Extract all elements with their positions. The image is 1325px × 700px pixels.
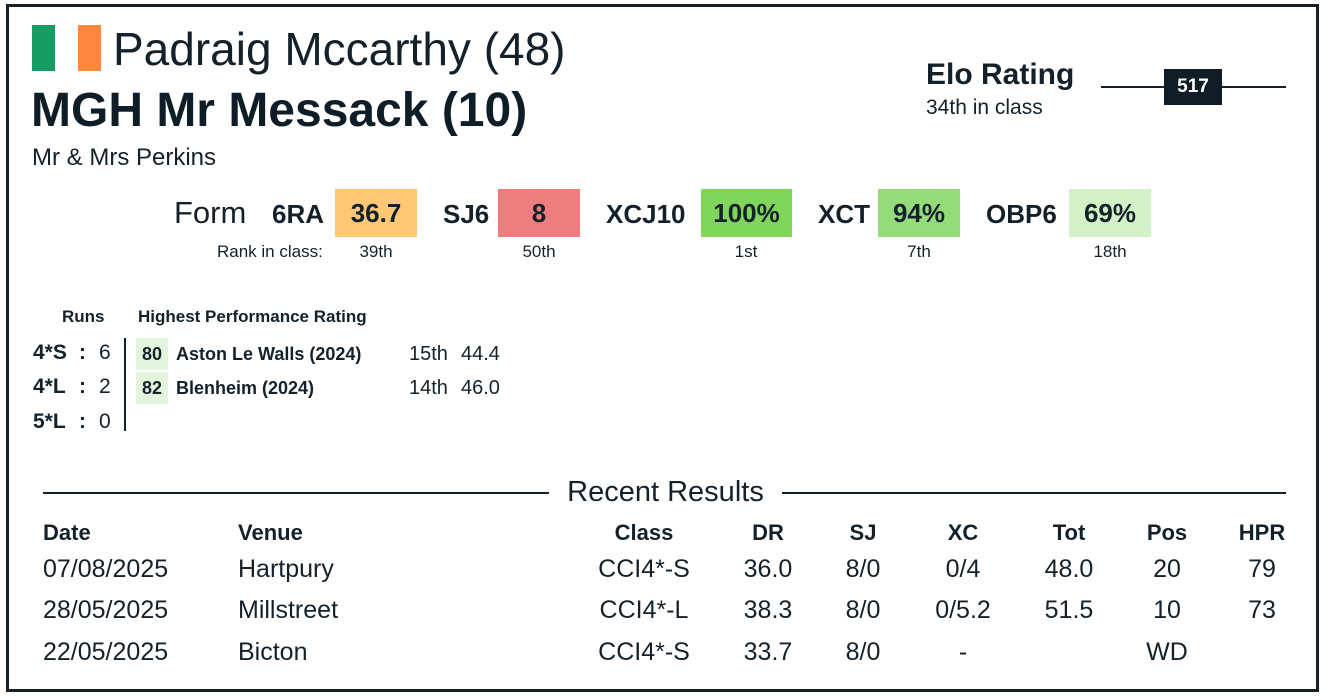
cell-sj: 8/0	[845, 596, 881, 624]
form-rank-xcj10: 1st	[734, 242, 758, 261]
col-header-date: Date	[43, 520, 91, 545]
results-title: Recent Results	[567, 476, 764, 508]
cell-date: 28/05/2025	[43, 596, 169, 624]
col-header-pos: Pos	[1146, 520, 1188, 545]
rank-in-class-label: Rank in class:	[217, 242, 323, 261]
hpr-rank: 14th	[409, 377, 448, 399]
runs-separator: :	[79, 375, 86, 398]
form-code-obp6: OBP6	[986, 199, 1057, 229]
cell-date: 07/08/2025	[43, 555, 169, 583]
flag-orange-stripe	[78, 25, 101, 71]
hpr-event: Aston Le Walls (2024)	[176, 344, 362, 364]
runs-row: 4*L:2	[33, 373, 111, 401]
cell-class: CCI4*-S	[598, 638, 690, 666]
form-rank-xct: 7th	[907, 242, 931, 261]
cell-dr: 36.0	[743, 555, 793, 583]
cell-sj: 8/0	[845, 555, 881, 583]
cell-pos: 10	[1153, 596, 1181, 624]
flag-green-stripe	[32, 25, 55, 71]
flag-white-stripe	[55, 25, 78, 71]
elo-title: Elo Rating	[926, 58, 1075, 91]
cell-tot: 51.5	[1044, 596, 1094, 624]
owner-name: Mr & Mrs Perkins	[32, 144, 217, 171]
form-value-xct: 94%	[878, 189, 960, 237]
cell-tot: 48.0	[1044, 555, 1094, 583]
hpr-value: 46.0	[461, 377, 500, 399]
runs-row: 4*S:6	[33, 339, 111, 367]
col-header-class: Class	[614, 520, 674, 545]
runs-divider	[124, 338, 126, 431]
cell-pos: WD	[1146, 638, 1188, 666]
runs-count: 0	[99, 410, 111, 433]
col-header-venue: Venue	[238, 520, 303, 545]
hpr-rank: 15th	[409, 343, 448, 365]
col-header-tot: Tot	[1052, 520, 1086, 545]
form-rank-6ra: 39th	[359, 242, 393, 261]
elo-class-rank: 34th in class	[926, 96, 1043, 119]
rider-name: Padraig Mccarthy (48)	[113, 23, 566, 75]
elo-value-badge: 517	[1164, 69, 1222, 105]
form-value-xcj10: 100%	[701, 189, 792, 237]
cell-class: CCI4*-S	[598, 555, 690, 583]
runs-level: 4*S	[33, 341, 67, 364]
cell-pos: 20	[1153, 555, 1181, 583]
runs-separator: :	[79, 410, 86, 433]
cell-venue: Millstreet	[238, 596, 339, 624]
runs-level: 4*L	[33, 375, 66, 398]
col-header-hpr: HPR	[1238, 520, 1286, 545]
runs-separator: :	[79, 341, 86, 364]
cell-venue: Bicton	[238, 638, 308, 666]
form-value-sj6: 8	[498, 189, 580, 237]
results-divider-right	[782, 492, 1286, 494]
col-header-dr: DR	[752, 520, 784, 545]
runs-header: Runs	[62, 307, 105, 326]
cell-class: CCI4*-L	[599, 596, 689, 624]
form-code-sj6: SJ6	[443, 199, 490, 229]
form-code-xct: XCT	[818, 199, 870, 229]
form-rank-sj6: 50th	[522, 242, 556, 261]
hpr-value: 44.4	[461, 343, 500, 365]
form-label: Form	[174, 195, 247, 230]
cell-date: 22/05/2025	[43, 638, 169, 666]
cell-xc: 0/5.2	[935, 596, 991, 624]
cell-dr: 33.7	[743, 638, 793, 666]
hpr-score: 80	[136, 338, 168, 370]
col-header-sj: SJ	[849, 520, 877, 545]
form-code-6ra: 6RA	[272, 199, 325, 229]
runs-count: 6	[99, 341, 111, 364]
form-value-obp6: 69%	[1069, 189, 1151, 237]
horse-name: MGH Mr Messack (10)	[31, 84, 528, 137]
results-divider-left	[43, 492, 549, 494]
cell-hpr: 73	[1248, 596, 1276, 624]
col-header-xc: XC	[947, 520, 979, 545]
form-value-6ra: 36.7	[335, 189, 417, 237]
runs-count: 2	[99, 375, 111, 398]
runs-row: 5*L:0	[33, 408, 111, 436]
horse-profile-card: Padraig Mccarthy (48) MGH Mr Messack (10…	[6, 4, 1319, 692]
cell-xc: -	[958, 638, 968, 666]
cell-venue: Hartpury	[238, 555, 334, 583]
cell-xc: 0/4	[945, 555, 981, 583]
cell-hpr: 79	[1248, 555, 1276, 583]
hpr-score: 82	[136, 372, 168, 404]
form-rank-obp6: 18th	[1093, 242, 1127, 261]
hpr-header: Highest Performance Rating	[138, 307, 367, 326]
hpr-event: Blenheim (2024)	[176, 378, 315, 398]
form-code-xcj10: XCJ10	[606, 199, 686, 229]
cell-sj: 8/0	[845, 638, 881, 666]
runs-level: 5*L	[33, 410, 66, 433]
cell-dr: 38.3	[743, 596, 793, 624]
